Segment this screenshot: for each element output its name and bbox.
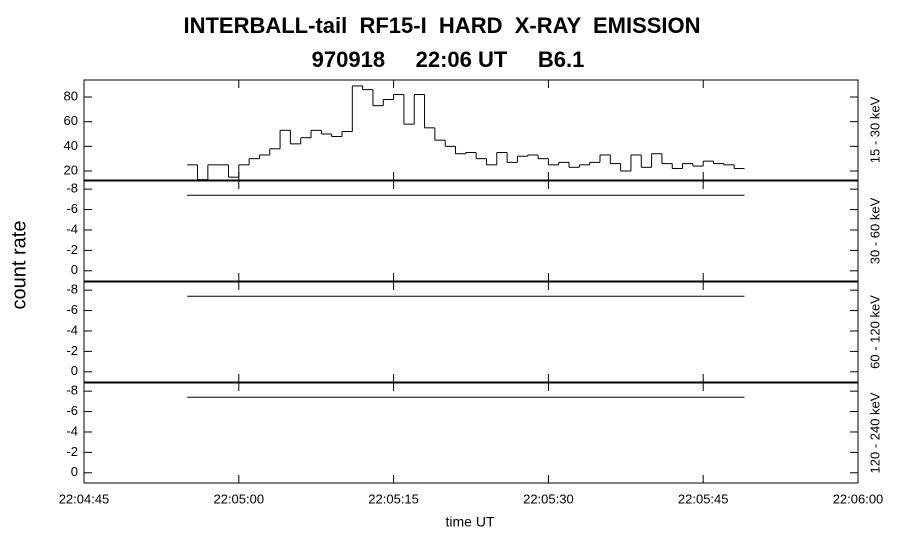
y-tick-label: -6	[66, 201, 78, 216]
y-tick-label: 0	[71, 363, 78, 378]
y-tick-label: -4	[66, 322, 78, 337]
x-tick-label: 22:05:30	[523, 491, 574, 506]
chart-title: INTERBALL-tail RF15-I HARD X-RAY EMISSIO…	[183, 13, 700, 38]
y-tick-label: 40	[64, 138, 78, 153]
panel-label: 120 - 240 keV	[867, 392, 882, 473]
panel-frame	[83, 382, 859, 484]
y-tick-label: 20	[64, 162, 78, 177]
panel-label: 60 - 120 keV	[867, 295, 882, 369]
y-tick-label: -2	[66, 444, 78, 459]
panel-frame	[83, 180, 859, 282]
y-tick-label: -8	[66, 282, 78, 297]
y-tick-label: -2	[66, 343, 78, 358]
x-tick-label: 22:04:45	[59, 491, 110, 506]
y-axis-label: count rate	[8, 221, 30, 310]
panel-label: 15 - 30 keV	[867, 96, 882, 163]
y-tick-label: 0	[71, 464, 78, 479]
y-tick-label: -4	[66, 221, 78, 236]
x-tick-label: 22:05:00	[213, 491, 264, 506]
y-tick-label: 80	[64, 88, 78, 103]
y-tick-label: -6	[66, 302, 78, 317]
x-tick-label: 22:05:45	[678, 491, 729, 506]
y-tick-label: 60	[64, 113, 78, 128]
y-tick-label: 0	[71, 262, 78, 277]
x-tick-label: 22:05:15	[368, 491, 419, 506]
panel-label: 30 - 60 keV	[867, 197, 882, 264]
y-tick-label: -8	[66, 181, 78, 196]
chart-subtitle: 970918 22:06 UT B6.1	[312, 47, 585, 72]
y-tick-label: -4	[66, 423, 78, 438]
x-tick-label: 22:06:00	[833, 491, 884, 506]
y-tick-label: -2	[66, 242, 78, 257]
y-tick-label: -6	[66, 403, 78, 418]
y-tick-label: -8	[66, 383, 78, 398]
x-axis-label: time UT	[446, 514, 495, 530]
panel-frame	[83, 281, 859, 383]
panel-frame	[83, 79, 859, 181]
